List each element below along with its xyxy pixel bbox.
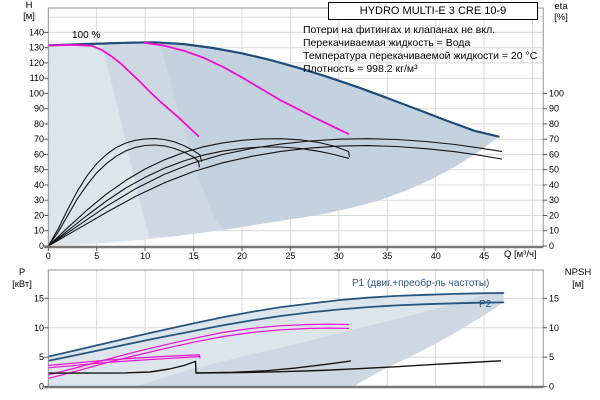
- eta-1pump-b: [48, 144, 200, 247]
- speed-100-2pump: [144, 41, 350, 135]
- bottom-chart-power-npsh: 0 5 10 15 0 5 10 15: [34, 269, 559, 392]
- right-tick-label: 50: [549, 165, 559, 175]
- x-tick-label: 10: [140, 251, 150, 261]
- tick-labels: 0102030405060708090100110120130140010203…: [29, 27, 564, 261]
- left-tick-label: 15: [34, 293, 44, 303]
- p-axis-label: P: [18, 267, 26, 278]
- right-tick-label: 10: [549, 323, 559, 333]
- eta-1pump-a: [48, 138, 202, 247]
- left-tick-label: 30: [34, 195, 44, 205]
- right-tick-label: 80: [549, 119, 559, 129]
- speed-100-label: 100 %: [72, 30, 101, 41]
- left-tick-label: 5: [39, 352, 44, 362]
- left-tick-label: 70: [34, 134, 44, 144]
- left-tick-label: 130: [29, 43, 44, 53]
- info-line: Температура перекачиваемой жидкости = 20…: [303, 50, 538, 62]
- p2-curve-label: P2: [479, 299, 492, 310]
- right-tick-label: 60: [549, 150, 559, 160]
- left-tick-label: 0: [39, 382, 44, 392]
- operating-envelope: [48, 42, 499, 246]
- npsh-axis-label: NPSH: [564, 267, 592, 278]
- right-tick-label: 5: [549, 352, 554, 362]
- max-speed-pump-curve: [48, 41, 500, 138]
- power-envelope-band: [135, 293, 504, 387]
- npsh-3pump: [195, 360, 502, 374]
- chart-title: HYDRO MULTI-E 3 CRE 10-9: [328, 2, 538, 20]
- left-tick-label: 50: [34, 165, 44, 175]
- right-tick-label: 20: [549, 211, 559, 221]
- x-tick-label: 15: [189, 251, 199, 261]
- left-tick-label: 100: [29, 88, 44, 98]
- left-tick-label: 80: [34, 119, 44, 129]
- right-tick-label: 90: [549, 104, 559, 114]
- p2-curve: [48, 301, 505, 362]
- p1-curve: [48, 292, 505, 358]
- left-tick-label: 40: [34, 180, 44, 190]
- info-line: Перекачиваемая жидкость = Вода: [303, 37, 471, 49]
- x-tick-label: 35: [382, 251, 392, 261]
- left-tick-label: 90: [34, 104, 44, 114]
- eta-2pump-b: [48, 146, 350, 247]
- left-tick-label: 20: [34, 211, 44, 221]
- x-tick-label: 40: [431, 251, 441, 261]
- x-tick-label: 0: [46, 251, 51, 261]
- q-axis-label: Q [м³/ч]: [504, 249, 537, 260]
- h-axis-label: H: [25, 0, 33, 11]
- x-tick-label: 45: [479, 251, 489, 261]
- series-layer: [48, 292, 505, 387]
- right-tick-label: 70: [549, 134, 559, 144]
- top-chart-qh: 0102030405060708090100110120130140010203…: [29, 7, 564, 261]
- npsh-1pump: [48, 360, 197, 374]
- eta-3pump-b: [48, 145, 503, 247]
- right-tick-label: 0: [549, 241, 554, 251]
- tick-labels: 0 5 10 15 0 5 10 15: [34, 293, 559, 391]
- eta-2pump-a: [48, 138, 351, 247]
- series-layer: [48, 41, 503, 247]
- right-tick-label: 100: [549, 88, 564, 98]
- x-tick-label: 5: [94, 251, 99, 261]
- x-tick-label: 25: [285, 251, 295, 261]
- eta-axis-label: eta: [554, 1, 568, 12]
- power-100-1pump-a: [48, 354, 201, 367]
- envelope-band-3pump: [159, 42, 499, 231]
- power-100-2pump-a: [48, 323, 350, 376]
- conditions-text: Потери на фитингах и клапанах не вкл. Пе…: [303, 24, 537, 76]
- power-100-2pump-b: [48, 327, 350, 379]
- right-tick-label: 30: [549, 195, 559, 205]
- right-tick-label: 15: [549, 293, 559, 303]
- left-tick-label: 140: [29, 27, 44, 37]
- left-tick-label: 120: [29, 58, 44, 68]
- x-tick-label: 20: [237, 251, 247, 261]
- info-line: Потери на фитингах и клапанах не вкл.: [303, 24, 496, 36]
- speed-100-1pump: [48, 43, 200, 138]
- power-100-1pump-b: [48, 356, 200, 369]
- left-tick-label: 10: [34, 323, 44, 333]
- left-tick-label: 110: [30, 73, 44, 83]
- right-tick-label: 0: [549, 382, 554, 392]
- right-tick-label: 40: [549, 180, 559, 190]
- x-tick-label: 30: [334, 251, 344, 261]
- left-tick-label: 10: [34, 226, 44, 236]
- p1-curve-label: P1 (двиг.+преобр-ль частоты): [352, 278, 490, 289]
- left-tick-label: 0: [39, 241, 44, 251]
- npsh-axis-unit: [м]: [572, 279, 584, 290]
- left-tick-label: 60: [34, 150, 44, 160]
- power-envelope: [48, 293, 504, 387]
- right-tick-label: 10: [549, 226, 559, 236]
- info-line: Плотность = 998.2 кг/м³: [303, 63, 418, 75]
- p-axis-unit: [кВт]: [12, 279, 32, 290]
- eta-axis-unit: [%]: [554, 12, 568, 23]
- h-axis-unit: [м]: [23, 11, 35, 22]
- eta-3pump-a: [48, 138, 503, 247]
